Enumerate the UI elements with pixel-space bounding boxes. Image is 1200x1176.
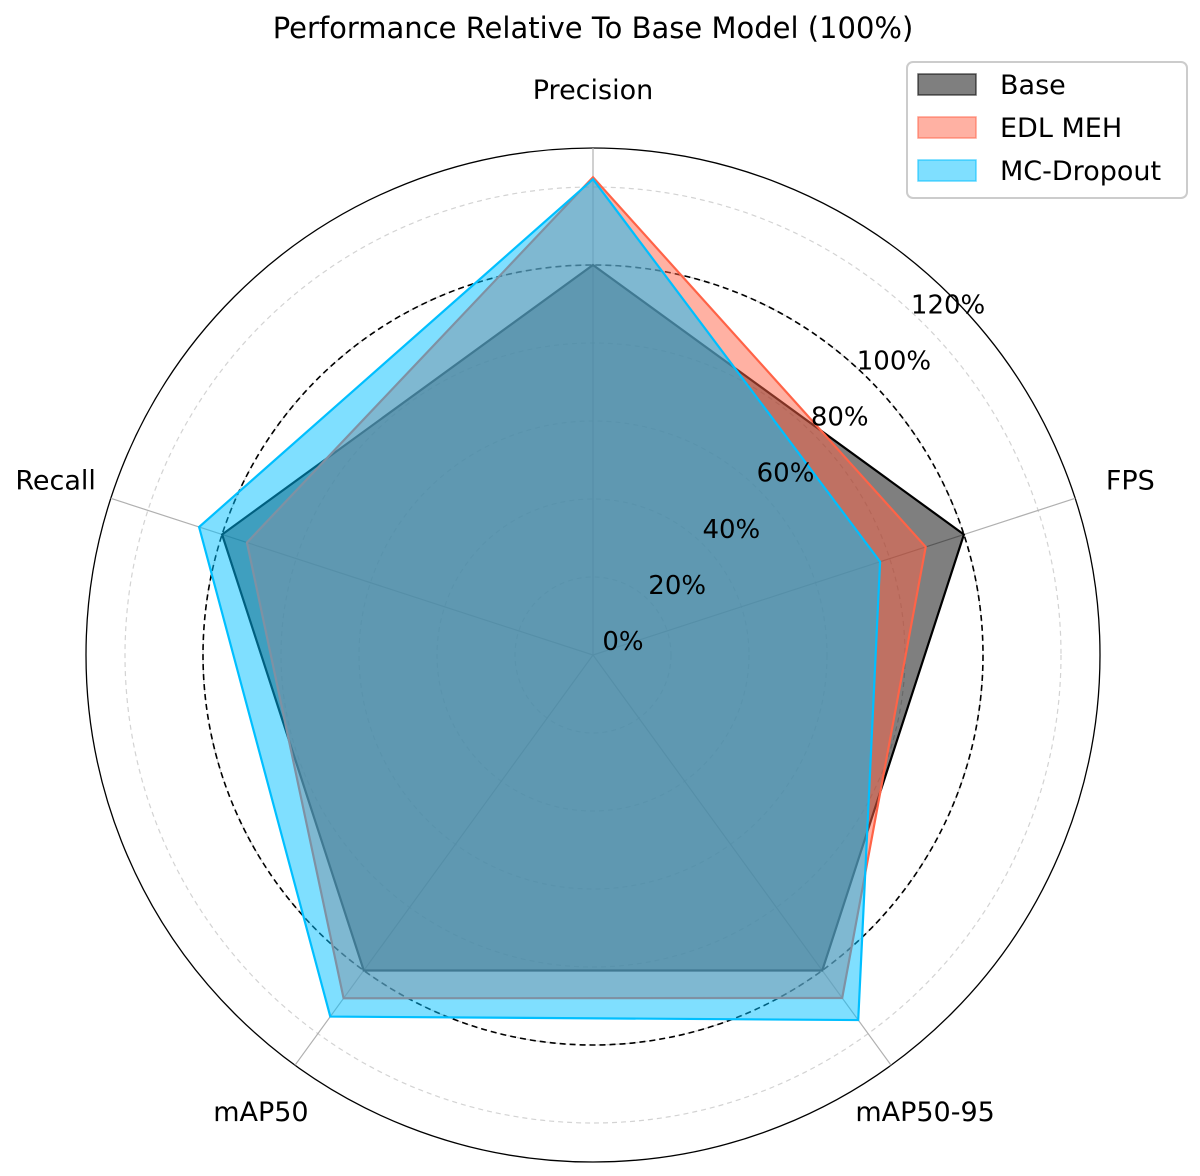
axis-label-precision: Precision xyxy=(533,75,653,106)
axis-label-recall: Recall xyxy=(15,465,96,496)
legend: Base EDL MEH MC-Dropout xyxy=(906,61,1188,199)
legend-swatch xyxy=(917,116,977,139)
radial-tick-label: 40% xyxy=(702,515,760,545)
reference-circle-100 xyxy=(202,264,984,1046)
labels-layer: 0%20% 40% 60% 80% 100% 120% Precision FPS mAP50-… xyxy=(15,75,1154,1128)
legend-label: Base xyxy=(1000,70,1066,101)
axis-label-fps: FPS xyxy=(1106,465,1155,496)
radial-tick-label: 80% xyxy=(811,403,869,433)
radial-tick-label: 60% xyxy=(757,459,815,489)
radial-tick-label: 100% xyxy=(857,346,931,376)
series-layer xyxy=(197,175,966,1022)
radial-tick-label: 20% xyxy=(648,571,706,601)
legend-label: EDL MEH xyxy=(1000,113,1122,144)
legend-label: MC-Dropout xyxy=(1000,156,1161,187)
legend-swatch xyxy=(917,159,977,182)
axis-label-map50-95: mAP50-95 xyxy=(855,1097,995,1128)
axis-label-map50: mAP50 xyxy=(213,1097,308,1128)
radial-tick-label: 120% xyxy=(911,290,985,320)
legend-frame xyxy=(906,61,1188,199)
series-mc-dropout xyxy=(197,177,882,1022)
chart-title: Performance Relative To Base Model (100%… xyxy=(273,11,914,45)
legend-swatch xyxy=(917,73,977,96)
radial-tick-label: 0% xyxy=(602,627,643,657)
